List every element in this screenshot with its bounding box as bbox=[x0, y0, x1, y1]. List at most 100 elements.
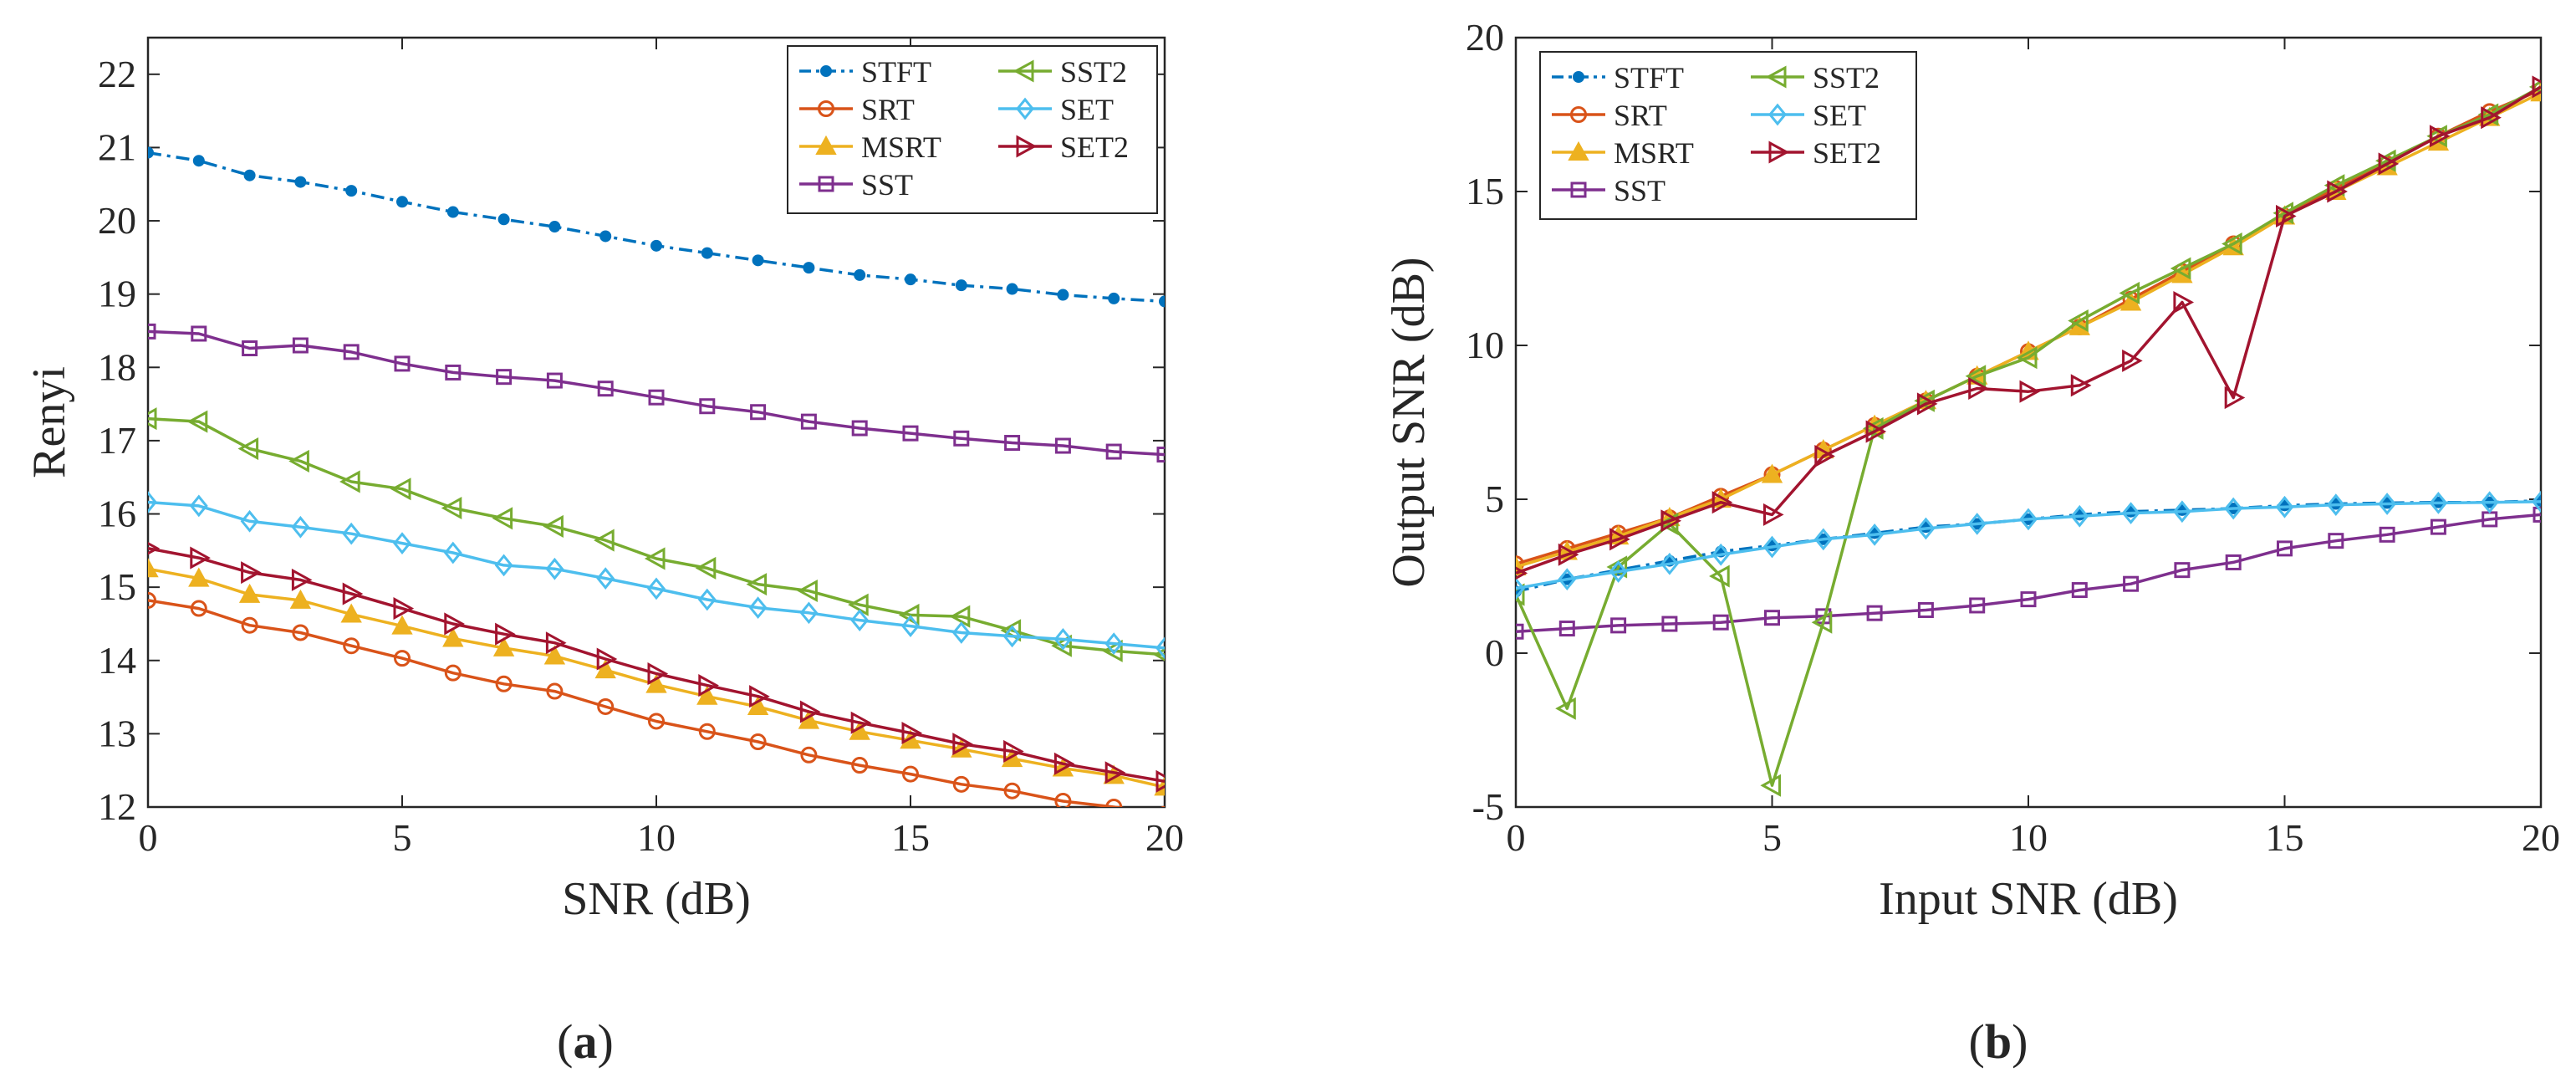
data-point-set2 bbox=[1558, 543, 1579, 566]
x-tick-label: 5 bbox=[393, 816, 412, 859]
legend-entry-set2: SET2 bbox=[998, 130, 1129, 164]
data-point-srt bbox=[952, 775, 970, 793]
data-point-set2 bbox=[190, 546, 211, 570]
data-point-sst bbox=[292, 337, 309, 354]
data-point-set2 bbox=[2173, 290, 2195, 314]
data-point-sst2 bbox=[148, 407, 157, 431]
data-point-sst2 bbox=[1102, 639, 1123, 662]
caption-a: (a) bbox=[557, 1014, 614, 1069]
data-point-set2 bbox=[2378, 152, 2400, 176]
data-point-sst2 bbox=[2170, 257, 2191, 280]
data-point-set bbox=[1660, 552, 1679, 575]
y-tick-label: 5 bbox=[1485, 478, 1504, 520]
y-tick-label: -5 bbox=[1472, 785, 1504, 828]
data-point-set2 bbox=[1865, 420, 1887, 443]
y-tick-label: 22 bbox=[98, 53, 136, 95]
data-point-set bbox=[1002, 625, 1022, 648]
legend-label: SET2 bbox=[1060, 130, 1129, 164]
legend-entry-set: SET bbox=[998, 93, 1114, 126]
legend-label: SST2 bbox=[1813, 61, 1880, 95]
legend-label: SRT bbox=[861, 93, 915, 126]
data-point-srt bbox=[148, 591, 156, 609]
data-point-stft bbox=[294, 176, 307, 188]
data-point-stft bbox=[396, 196, 408, 208]
data-point-set2 bbox=[1104, 761, 1126, 784]
legend-entry-msrt: MSRT bbox=[799, 130, 941, 164]
data-point-sst2 bbox=[1657, 512, 1679, 535]
data-point-set2 bbox=[1763, 503, 1784, 526]
legend-swatch-marker bbox=[815, 135, 837, 155]
data-point-stft bbox=[243, 169, 256, 181]
data-point-stft bbox=[446, 206, 459, 218]
plot-area bbox=[1516, 75, 2541, 797]
legend-swatch-marker bbox=[820, 65, 832, 77]
legend-entry-sst2: SST2 bbox=[998, 55, 1127, 89]
legend-label: SET2 bbox=[1813, 136, 1881, 170]
data-point-sst2 bbox=[746, 573, 768, 596]
data-point-msrt bbox=[543, 645, 566, 665]
series-set2 bbox=[1516, 75, 2541, 580]
data-point-msrt bbox=[391, 615, 413, 635]
data-point-sst2 bbox=[1965, 365, 1987, 388]
y-axis-label: Renyi bbox=[23, 366, 75, 478]
data-point-sst2 bbox=[1555, 697, 1576, 720]
data-point-set bbox=[1104, 632, 1124, 655]
data-point-stft bbox=[803, 262, 815, 274]
data-point-sst bbox=[2225, 554, 2242, 570]
y-tick-label: 13 bbox=[98, 712, 136, 754]
y-tick-label: 15 bbox=[1466, 170, 1504, 212]
data-point-set bbox=[2019, 508, 2038, 531]
data-point-sst bbox=[1661, 616, 1678, 632]
data-point-set bbox=[2070, 504, 2089, 528]
caption-b: (b) bbox=[1969, 1014, 2028, 1069]
data-point-set2 bbox=[2019, 380, 2041, 403]
x-tick-label: 15 bbox=[891, 816, 930, 859]
data-point-set bbox=[1053, 627, 1073, 651]
data-point-srt bbox=[902, 765, 919, 783]
data-point-sst2 bbox=[2016, 346, 2038, 370]
data-point-set2 bbox=[1660, 509, 1682, 533]
data-point-set bbox=[596, 567, 615, 590]
data-point-sst2 bbox=[390, 478, 411, 501]
data-point-srt bbox=[495, 675, 513, 692]
data-point-set2 bbox=[2122, 349, 2143, 372]
y-tick-label: 16 bbox=[98, 493, 136, 535]
data-point-sst2 bbox=[1516, 583, 1525, 606]
data-point-set2 bbox=[952, 733, 973, 756]
data-point-msrt bbox=[1761, 463, 1783, 483]
data-point-sst2 bbox=[186, 410, 208, 433]
data-point-sst2 bbox=[2324, 174, 2345, 197]
y-tick-label: 15 bbox=[98, 565, 136, 608]
data-point-msrt bbox=[747, 695, 769, 715]
legend-entry-set: SET bbox=[1751, 99, 1866, 132]
data-point-sst bbox=[699, 398, 716, 415]
data-point-set bbox=[951, 621, 971, 644]
data-point-set bbox=[901, 615, 920, 637]
data-point-set bbox=[291, 515, 310, 539]
legend-swatch-marker bbox=[1570, 106, 1587, 123]
x-tick-label: 0 bbox=[139, 816, 158, 859]
data-point-set bbox=[1155, 636, 1165, 660]
legend-label: STFT bbox=[1614, 61, 1684, 95]
data-point-stft bbox=[1159, 295, 1165, 308]
data-point-set2 bbox=[2429, 125, 2451, 148]
data-point-set2 bbox=[342, 582, 364, 605]
data-point-srt bbox=[1054, 792, 1072, 807]
data-point-sst bbox=[2020, 591, 2037, 608]
data-point-set bbox=[1516, 577, 1525, 600]
data-point-stft bbox=[148, 146, 154, 159]
data-point-srt bbox=[1105, 799, 1123, 807]
data-point-sst bbox=[1917, 601, 1934, 618]
x-tick-label: 20 bbox=[1145, 816, 1184, 859]
data-point-stft bbox=[1006, 283, 1018, 295]
data-point-sst bbox=[242, 340, 258, 357]
data-point-set bbox=[1967, 513, 1987, 535]
data-point-sst2 bbox=[1709, 564, 1730, 588]
data-point-set2 bbox=[291, 568, 313, 591]
data-point-set bbox=[850, 609, 870, 631]
data-point-set2 bbox=[901, 721, 923, 745]
series-sst2 bbox=[148, 407, 1165, 662]
data-point-srt bbox=[648, 713, 665, 730]
data-point-set2 bbox=[1003, 739, 1024, 763]
data-point-srt bbox=[1003, 782, 1021, 799]
